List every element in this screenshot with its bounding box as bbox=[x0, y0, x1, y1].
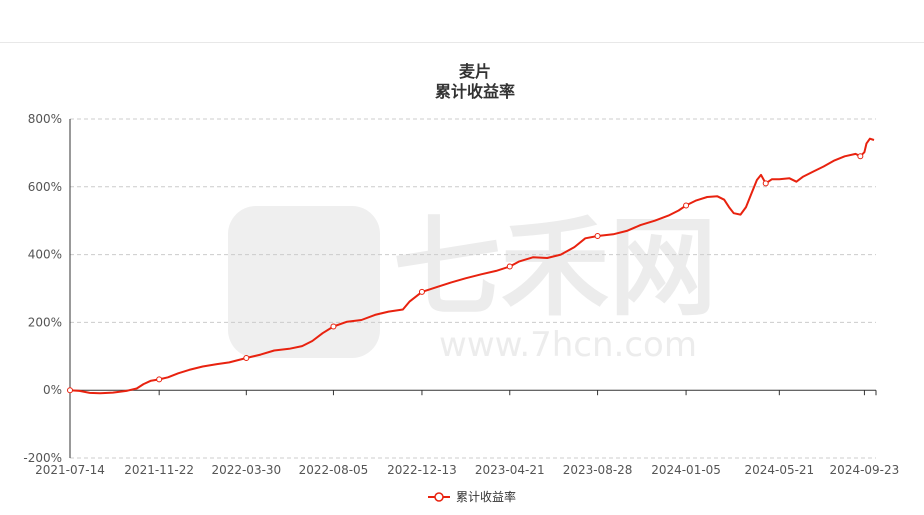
x-tick-label: 2021-11-22 bbox=[124, 463, 194, 477]
x-tick-label: 2022-03-30 bbox=[211, 463, 281, 477]
data-point-marker bbox=[67, 387, 73, 394]
chart-subtitle: 累计收益率 bbox=[435, 82, 515, 101]
data-point-marker bbox=[762, 180, 769, 187]
data-point-marker bbox=[506, 263, 513, 270]
data-point-marker bbox=[857, 153, 864, 160]
y-tick-label: 600% bbox=[28, 180, 62, 194]
x-tick-label: 2023-04-21 bbox=[475, 463, 545, 477]
gridlines bbox=[70, 118, 876, 459]
watermark-brand: 七禾网 bbox=[393, 206, 717, 331]
y-tick-label: 800% bbox=[28, 112, 62, 126]
y-axis-labels: 800% 600% 400% 200% 0% -200% bbox=[23, 112, 62, 465]
data-point-marker bbox=[594, 232, 601, 239]
series-line bbox=[69, 137, 875, 395]
x-tick-label: 2024-01-05 bbox=[651, 463, 721, 477]
watermark: 七禾网 www.7hcn.com bbox=[228, 206, 717, 365]
legend[interactable]: 累计收益率 bbox=[428, 489, 516, 504]
y-tick-label: 0% bbox=[43, 383, 62, 397]
chart-title: 麦片 bbox=[459, 62, 491, 81]
y-tick-label: 400% bbox=[28, 248, 62, 262]
series-layer bbox=[67, 137, 875, 395]
legend-marker-icon bbox=[434, 492, 444, 502]
header-divider bbox=[0, 42, 924, 43]
data-point-marker bbox=[156, 376, 163, 383]
watermark-url: www.7hcn.com bbox=[439, 325, 697, 365]
y-tick-label: -200% bbox=[23, 451, 62, 465]
legend-label: 累计收益率 bbox=[456, 489, 516, 504]
data-point-marker bbox=[243, 354, 250, 361]
x-tick-label: 2022-12-13 bbox=[387, 463, 457, 477]
x-tick-label: 2024-09-23 bbox=[830, 463, 900, 477]
x-axis: 2021-07-14 2021-11-22 2022-03-30 2022-08-05… bbox=[35, 389, 900, 477]
x-tick-label: 2022-08-05 bbox=[299, 463, 369, 477]
y-tick-label: 200% bbox=[28, 315, 62, 329]
data-point-marker bbox=[330, 323, 337, 330]
data-point-marker bbox=[418, 288, 425, 295]
x-tick-label: 2021-07-14 bbox=[35, 463, 105, 477]
x-tick-label: 2023-08-28 bbox=[563, 463, 633, 477]
watermark-logo bbox=[228, 206, 380, 358]
data-point-marker bbox=[683, 202, 690, 209]
x-tick-label: 2024-05-21 bbox=[744, 463, 814, 477]
